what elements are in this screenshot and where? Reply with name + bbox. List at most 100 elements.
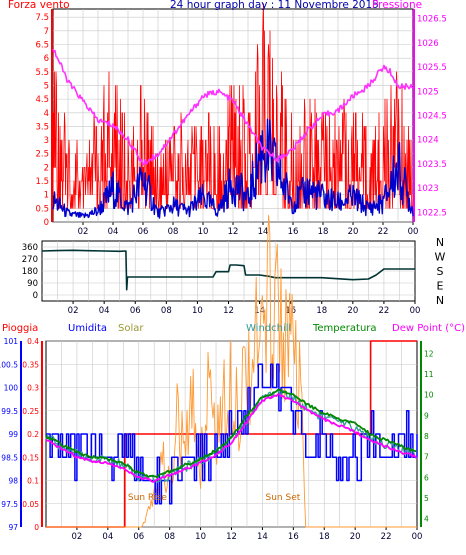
temperature-tick-label: 9 <box>424 411 429 420</box>
humidity-tick-label: 100 <box>4 384 19 393</box>
pressure-axis-tick-label: 1025.5 <box>417 63 447 73</box>
direction-xtick-label: 12 <box>223 306 234 316</box>
humidity-tick-label: 101 <box>4 337 19 346</box>
temperature-xtick-label: 08 <box>164 532 175 542</box>
wind-axis-tick-label: 5 <box>44 81 49 91</box>
temperature-tick-label: 11 <box>424 370 434 379</box>
humidity-tick-label: 97.5 <box>1 500 18 509</box>
pressure-axis-tick-label: 1025 <box>417 87 439 97</box>
wind-pressure-xtick-label: 14 <box>258 227 269 237</box>
legend-windchill: Windchill <box>246 323 291 334</box>
compass-label: N <box>436 294 444 307</box>
wind-pressure-xtick-label: 10 <box>198 227 209 237</box>
temperature-series <box>45 388 418 479</box>
wind-pressure-xtick-label: 22 <box>378 227 389 237</box>
wind-pressure-xtick-label: 12 <box>228 227 239 237</box>
direction-xtick-label: 14 <box>254 306 265 316</box>
pressure-axis-tick-label: 1024.5 <box>417 112 447 122</box>
temperature-xtick-label: 22 <box>381 532 392 542</box>
pressure-axis-tick-label: 1023 <box>417 184 439 194</box>
compass-label: E <box>437 280 444 293</box>
temperature-tick-label: 7 <box>424 453 429 462</box>
wind-axis-tick-label: 4.5 <box>35 95 49 105</box>
rain-tick-label: 0.2 <box>27 430 39 439</box>
temperature-xtick-label: 10 <box>195 532 206 542</box>
compass-label: W <box>435 251 446 264</box>
pressure-axis-title: Pressione <box>372 0 422 11</box>
direction-tick-label: 270 <box>22 255 38 265</box>
direction-xtick-label: 18 <box>316 306 327 316</box>
legend-temperature: Temperatura <box>312 323 377 334</box>
temperature-xtick-label: 12 <box>226 532 237 542</box>
direction-xtick-label: 02 <box>68 306 79 316</box>
chart-title: 24 hour graph day : 11 Novembre 2015 <box>170 0 379 11</box>
wind-axis-tick-label: 3 <box>44 136 49 146</box>
direction-xtick-label: 16 <box>285 306 296 316</box>
humidity-tick-label: 98.5 <box>1 453 18 462</box>
wind-axis-tick-label: 7.5 <box>35 13 49 23</box>
temperature-xtick-label: 18 <box>319 532 330 542</box>
humidity-tick-label: 99 <box>8 430 18 439</box>
rain-tick-label: 0.3 <box>27 384 39 393</box>
direction-xtick-label: 00 <box>410 306 421 316</box>
wind-axis-title: Forza vento <box>8 0 70 11</box>
wind-axis-tick-label: 6 <box>44 54 49 64</box>
direction-xtick-label: 08 <box>161 306 172 316</box>
rain-tick-label: 0.4 <box>27 337 39 346</box>
rain-tick-label: 0.15 <box>22 453 39 462</box>
legend-humidity: Umidita <box>68 323 107 334</box>
rain-tick-label: 0.1 <box>27 477 39 486</box>
temperature-xtick-label: 06 <box>133 532 144 542</box>
humidity-tick-label: 99.5 <box>1 407 18 416</box>
direction-xtick-label: 04 <box>99 306 110 316</box>
humidity-series <box>46 363 418 505</box>
compass-label: N <box>436 236 444 249</box>
rain-tick-label: 0.25 <box>22 407 39 416</box>
sunrise-label: Sun Rise <box>128 493 167 503</box>
humidity-tick-label: 100.5 <box>0 360 18 369</box>
wind-axis-tick-label: 4 <box>44 109 49 119</box>
direction-xtick-label: 22 <box>379 306 390 316</box>
wind-axis-tick-label: 7 <box>44 27 49 37</box>
temperature-xtick-label: 02 <box>72 532 83 542</box>
temperature-xtick-label: 14 <box>257 532 268 542</box>
wind-pressure-xtick-label: 04 <box>108 227 119 237</box>
wind-pressure-xtick-label: 20 <box>348 227 359 237</box>
wind-axis-tick-label: 1.5 <box>35 177 49 187</box>
pressure-axis-tick-label: 1023.5 <box>417 160 447 170</box>
temperature-xtick-label: 20 <box>350 532 361 542</box>
pressure-axis-tick-label: 1026 <box>417 39 439 49</box>
direction-tick-label: 0 <box>33 291 38 301</box>
temperature-xtick-label: 16 <box>288 532 299 542</box>
wind-axis-tick-label: 2 <box>44 163 49 173</box>
wind-average-series <box>52 118 414 219</box>
temperature-xtick-label: 00 <box>412 532 423 542</box>
direction-tick-label: 90 <box>27 279 38 289</box>
pressure-axis-tick-label: 1024 <box>417 136 439 146</box>
wind-axis-tick-label: 2.5 <box>35 150 49 160</box>
wind-pressure-xtick-label: 16 <box>288 227 299 237</box>
temperature-tick-label: 5 <box>424 494 429 503</box>
legend-rain: Pioggia <box>2 323 38 334</box>
sunset-label: Sun Set <box>266 493 301 503</box>
rain-tick-label: 0 <box>34 523 39 532</box>
wind-axis-tick-label: 0 <box>44 218 49 228</box>
temperature-tick-label: 10 <box>424 391 434 400</box>
wind-pressure-xtick-label: 18 <box>318 227 329 237</box>
temperature-tick-label: 8 <box>424 432 429 441</box>
humidity-tick-label: 97 <box>8 523 18 532</box>
direction-xtick-label: 10 <box>192 306 203 316</box>
dewpoint-series <box>45 393 418 483</box>
wind-axis-tick-label: 0.5 <box>35 204 49 214</box>
wind-axis-tick-label: 3.5 <box>35 122 49 132</box>
temperature-tick-label: 6 <box>424 473 429 482</box>
wind-pressure-xtick-label: 06 <box>138 227 149 237</box>
wind-pressure-xtick-label: 08 <box>168 227 179 237</box>
direction-xtick-label: 20 <box>347 306 358 316</box>
humidity-tick-label: 98 <box>8 477 18 486</box>
wind-axis-tick-label: 6.5 <box>35 41 49 51</box>
pressure-axis-tick-label: 1026.5 <box>417 15 447 25</box>
rain-tick-label: 0.05 <box>22 500 39 509</box>
